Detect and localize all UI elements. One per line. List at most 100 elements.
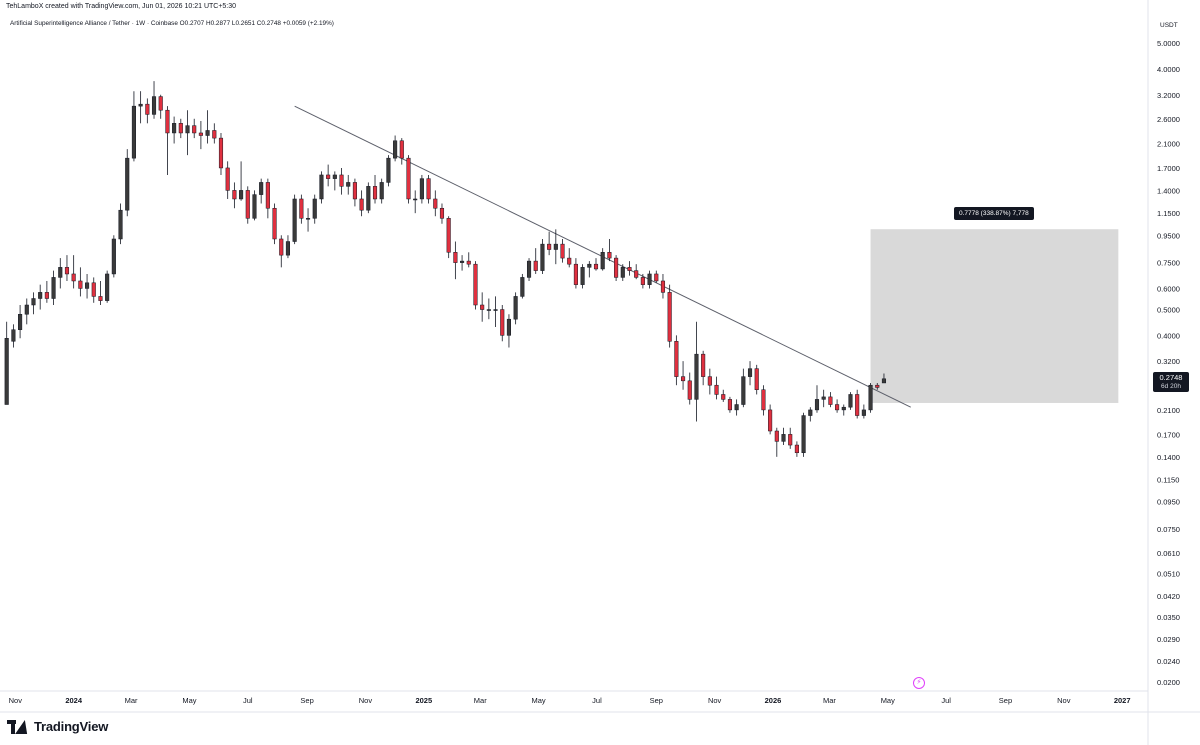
candle-body [560,243,565,259]
price-tick-label: 0.3200 [1157,357,1180,366]
candle [761,385,766,416]
candle [326,164,331,187]
candle-body [118,209,123,240]
range-measure-label[interactable]: 0.7778 (338.87%) 7,778 [954,207,1034,220]
candle [707,368,712,395]
projection-box[interactable] [870,229,1119,403]
candle [647,270,652,289]
candle-body [51,277,56,299]
candle [747,361,753,386]
time-tick-label: Mar [823,696,836,705]
candle [232,182,237,209]
candle [701,350,706,386]
candle-body [881,378,887,384]
candle [31,292,36,315]
currency-label[interactable]: USDT [1160,22,1178,29]
candle-body [768,409,773,432]
candle [125,149,130,217]
candle-body [761,389,766,411]
candle-body [821,396,826,400]
candle-body [78,280,83,289]
candle-body [660,280,666,293]
candle-body [694,353,699,400]
candle [788,427,793,449]
candle [794,441,799,457]
candle [667,284,672,348]
candle [600,248,605,271]
time-tick-label: Nov [1057,696,1071,705]
time-tick-label: Jul [243,696,253,705]
candle [640,273,645,289]
candle [305,208,311,232]
candle-body [580,267,585,285]
candle-body [292,198,297,242]
candle [346,174,351,195]
price-tick-label: 0.7500 [1157,259,1180,268]
candle-body [540,243,545,271]
candle [620,264,625,281]
candle-body [567,257,572,265]
candle-body [218,137,224,169]
candle-body [91,282,96,297]
candle-body [547,243,552,250]
candle [379,178,384,204]
candle-body [674,341,679,377]
candle-body [252,194,257,219]
candle [801,412,806,457]
candle [560,238,565,263]
lightning-icon[interactable]: ⚡ [913,677,925,689]
time-tick-label: 2026 [765,696,782,705]
candle [460,255,465,271]
candle [44,280,49,303]
candle-body [125,157,130,211]
candle-body [647,273,652,285]
candle-body [654,273,659,282]
price-tick-label: 0.0420 [1157,592,1180,601]
tradingview-logo[interactable]: TradingView [7,719,108,734]
candle-body [393,140,398,159]
candle-body [58,267,63,278]
candle-body [31,298,36,306]
candle [593,258,599,271]
candle-body [326,174,331,179]
candle [11,324,16,348]
candle-body [145,103,150,115]
candle [299,194,304,224]
price-tick-label: 4.0000 [1157,65,1180,74]
candle [51,270,56,305]
price-tick-label: 3.2000 [1157,91,1180,100]
candle-body [774,430,779,442]
candle-body [319,174,324,200]
candle-body [379,182,384,200]
candle-body [185,125,190,134]
candle-body [808,409,813,416]
candle [781,427,786,446]
candle [540,238,545,274]
candle-body [386,157,391,183]
candle [721,389,726,402]
candle-body [98,296,103,301]
candle-body [861,409,866,416]
candle-body [259,182,264,195]
candle [259,178,264,204]
candle-body [272,207,277,240]
candle [98,280,103,305]
symbol-legend[interactable]: Artificial Superintelligence Alliance / … [10,20,334,27]
candle-body [239,190,244,200]
candle [714,376,719,400]
candle [654,270,659,283]
time-tick-label: May [182,696,196,705]
candle-body [734,404,739,411]
candle-body [446,218,451,253]
candle-body [38,292,43,299]
time-tick-label: May [532,696,546,705]
candle-body [875,384,880,388]
candle [252,190,257,221]
candle-body [419,178,424,200]
candle [734,399,739,416]
brand-name: TradingView [34,719,109,734]
time-tick-label: Mar [125,696,138,705]
chart-credit: TehLamboX created with TradingView.com, … [6,3,237,10]
candle-body [85,282,90,289]
